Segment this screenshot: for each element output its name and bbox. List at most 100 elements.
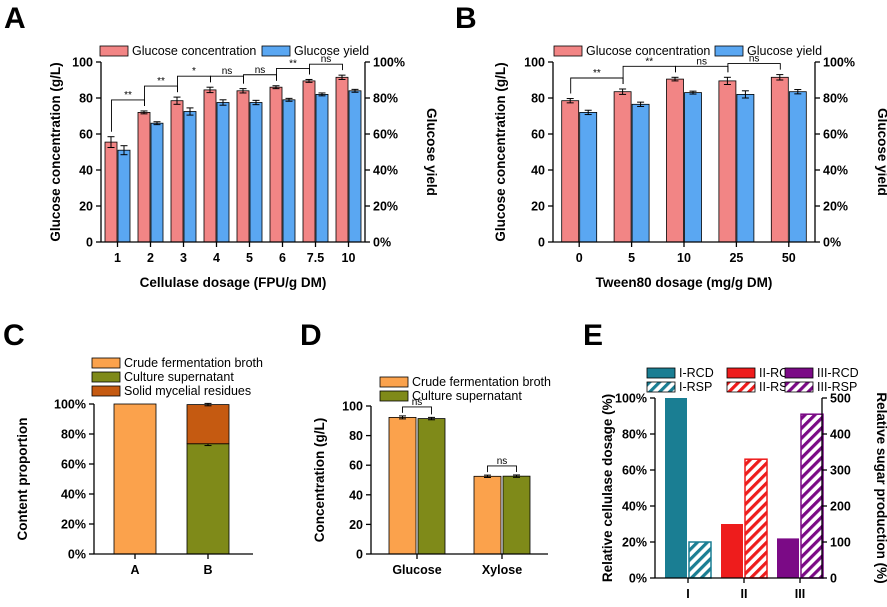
significance-bracket: ns	[309, 54, 343, 75]
panel-letter: A	[4, 2, 26, 35]
y2-tick-label: 500	[830, 392, 851, 406]
y2-tick-label: 40%	[373, 164, 398, 178]
legend-label: I-RCD	[679, 366, 714, 380]
panel-letter: B	[455, 2, 477, 35]
legend-swatch	[784, 367, 814, 379]
bar-concentration	[137, 112, 151, 243]
y2-tick-label: 80%	[373, 92, 398, 106]
panel-a: A Glucose concentration Glucose yield 02040…	[4, 2, 439, 290]
legend-swatch	[714, 45, 744, 57]
legend-item-crude-broth: Crude fermentation broth	[379, 375, 551, 389]
y-tick-label: 100	[524, 56, 545, 70]
legend-swatch	[726, 367, 756, 379]
y-tick-label: 60	[79, 128, 93, 142]
legend-swatch	[553, 45, 583, 57]
y-tick-label: 80	[349, 429, 363, 443]
x-tick-label: A	[130, 563, 139, 577]
error-bar	[566, 98, 574, 104]
y-axis-label: Relative cellulase dosage (%)	[600, 394, 615, 582]
bar-concentration	[718, 80, 737, 243]
y2-tick-label: 60%	[823, 128, 848, 142]
significance-label: **	[157, 76, 165, 87]
bar-rsp	[688, 541, 712, 579]
bar-concentration	[104, 141, 118, 243]
x-tick-label: I	[686, 587, 689, 601]
y2-tick-label: 200	[830, 500, 851, 514]
error-bar	[153, 121, 161, 126]
significance-label: ns	[222, 66, 233, 77]
y-tick-label: 0	[356, 548, 363, 562]
significance-bracket: ns	[402, 397, 432, 415]
significance-label: ns	[321, 54, 332, 65]
error-bar	[484, 474, 491, 478]
bar-yield	[315, 94, 329, 243]
error-bar	[723, 76, 731, 85]
legend-swatch	[91, 385, 121, 397]
error-bar	[689, 90, 697, 95]
significance-bracket: ns	[675, 56, 729, 73]
error-bar	[120, 145, 128, 156]
error-bar	[671, 76, 679, 82]
y-tick-label: 100%	[54, 398, 86, 412]
y-tick-label: 0%	[629, 572, 647, 586]
legend-item-i-rcd: I-RCD	[646, 366, 714, 380]
error-bar	[285, 97, 293, 102]
y-tick-label: 20%	[61, 518, 86, 532]
bar-yield	[788, 91, 807, 243]
x-tick-label: 50	[782, 251, 796, 265]
legend-swatch	[646, 381, 676, 393]
significance-bracket: ns	[210, 66, 244, 84]
significance-label: **	[289, 58, 297, 69]
y-axis-left: 0 20 40 60 80 100	[72, 56, 102, 250]
legend-item-concentration: Glucose concentration	[99, 44, 256, 58]
error-bar	[399, 415, 406, 420]
legend-label: Glucose yield	[747, 44, 822, 58]
y-tick-label: 40	[349, 488, 363, 502]
bar-concentration	[236, 90, 250, 243]
x-tick-label: 5	[246, 251, 253, 265]
y2-tick-label: 0%	[823, 236, 841, 250]
y-tick-label: 60%	[61, 458, 86, 472]
bar-rcd	[665, 398, 687, 578]
y-axis-label: Concentration (g/L)	[312, 418, 327, 543]
x-tick-label: 3	[180, 251, 187, 265]
legend-item-crude-broth: Crude fermentation broth	[91, 356, 263, 370]
significance-label: ns	[255, 65, 266, 76]
x-axis-label: Tween80 dosage (mg/g DM)	[596, 275, 773, 290]
legend-item-supernatant: Culture supernatant	[379, 389, 522, 403]
y-tick-label: 40%	[622, 500, 647, 514]
y-tick-label: 80%	[61, 428, 86, 442]
error-bar	[272, 85, 280, 90]
legend-item-iii-rsp: III-RSP	[784, 380, 857, 394]
x-tick-label: II	[741, 587, 748, 601]
bar-yield	[684, 92, 702, 243]
y-tick-label: 40	[531, 164, 545, 178]
x-tick-label: B	[203, 563, 212, 577]
y-tick-label: 20	[79, 200, 93, 214]
legend-label: Culture supernatant	[412, 389, 522, 403]
significance-label: ns	[412, 397, 423, 408]
bar-rsp	[800, 413, 824, 579]
error-bar	[140, 110, 148, 115]
y2-tick-label: 20%	[823, 200, 848, 214]
legend-item-concentration: Glucose concentration	[553, 44, 710, 58]
panel-letter: D	[300, 319, 322, 352]
panel-letter: E	[583, 319, 603, 352]
y2-tick-label: 400	[830, 428, 851, 442]
significance-label: ns	[749, 54, 760, 65]
y-tick-label: 60	[349, 459, 363, 473]
bar-concentration	[666, 78, 684, 243]
bar-supernatant	[502, 475, 531, 555]
bar-yield	[282, 99, 296, 243]
y2-axis-label: Glucose yield	[424, 108, 439, 196]
bar-yield	[249, 102, 263, 243]
significance-bracket: **	[570, 68, 624, 94]
x-tick-label: 4	[213, 251, 220, 265]
y-tick-label: 0%	[68, 548, 86, 562]
bar-segment-supernatant	[186, 443, 230, 555]
legend-item-iii-rcd: III-RCD	[784, 366, 859, 380]
